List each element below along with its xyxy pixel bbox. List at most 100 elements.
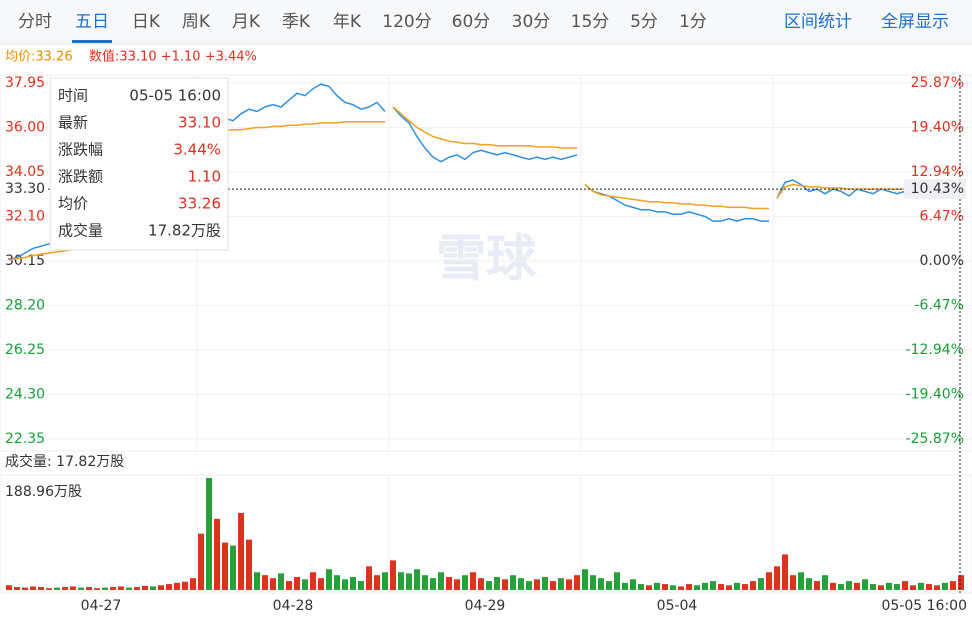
action-link[interactable]: 全屏显示 xyxy=(881,12,949,32)
volume-bar xyxy=(926,584,932,590)
active-tab-underline xyxy=(72,40,112,43)
volume-bar xyxy=(270,578,276,590)
volume-bar xyxy=(694,585,700,590)
tooltip-label: 时间 xyxy=(58,87,88,105)
y-tick-label: 30.15 xyxy=(5,253,45,269)
tab[interactable]: 月K xyxy=(232,12,261,32)
volume-bar xyxy=(862,579,868,590)
volume-bar xyxy=(430,578,436,590)
volume-bar xyxy=(598,578,604,590)
volume-bar xyxy=(190,578,196,590)
crosshair-label-bg xyxy=(0,180,48,199)
volume-bar xyxy=(6,585,12,590)
volume-bar xyxy=(174,582,180,590)
avg-info: 均价:33.26 xyxy=(5,50,73,65)
volume-tick-label: 188.96万股 xyxy=(5,484,82,500)
y-tick-label: 37.95 xyxy=(5,75,45,91)
volume-bar xyxy=(534,579,540,590)
tab[interactable]: 日K xyxy=(132,12,161,32)
volume-bar xyxy=(14,587,20,590)
volume-bar xyxy=(238,512,244,590)
volume-bar xyxy=(806,578,812,590)
volume-bar xyxy=(214,518,220,590)
volume-bar xyxy=(158,585,164,590)
tooltip-value: 17.82万股 xyxy=(148,222,221,240)
y2-tick-label: -25.87% xyxy=(906,431,964,447)
volume-bar xyxy=(646,585,652,590)
volume-bar xyxy=(350,576,356,590)
volume-bar xyxy=(502,579,508,590)
tab[interactable]: 年K xyxy=(333,12,362,32)
tab[interactable]: 30分 xyxy=(512,12,551,32)
y2-tick-label: -19.40% xyxy=(906,386,964,402)
volume-bar xyxy=(286,581,292,590)
volume-bar xyxy=(558,578,564,590)
volume-bar xyxy=(886,582,892,590)
volume-bar xyxy=(718,584,724,590)
volume-bar xyxy=(510,575,516,590)
volume-bar xyxy=(62,587,68,590)
volume-bar xyxy=(246,539,252,590)
volume-bar xyxy=(462,575,468,590)
tab[interactable]: 120分 xyxy=(382,12,431,32)
volume-bar xyxy=(198,533,204,590)
volume-bar xyxy=(334,575,340,590)
value-info: 数值:33.10 +1.10 +3.44% xyxy=(89,49,257,65)
action-link[interactable]: 区间统计 xyxy=(784,12,852,32)
tab[interactable]: 季K xyxy=(282,12,311,32)
volume-bar xyxy=(454,579,460,590)
tooltip-value: 3.44% xyxy=(173,141,221,159)
tab[interactable]: 60分 xyxy=(452,12,491,32)
volume-bar xyxy=(950,581,956,590)
tab[interactable]: 1分 xyxy=(679,12,707,32)
x-tick-label: 04-29 xyxy=(465,598,506,614)
tab[interactable]: 五日 xyxy=(75,12,109,32)
volume-bar xyxy=(526,581,532,590)
tab[interactable]: 分时 xyxy=(18,12,52,32)
volume-bar xyxy=(46,588,52,590)
volume-bar xyxy=(942,582,948,590)
volume-bar xyxy=(422,575,428,590)
volume-bar xyxy=(622,582,628,590)
volume-bar xyxy=(758,578,764,590)
volume-bar xyxy=(686,584,692,590)
volume-bar xyxy=(934,585,940,590)
volume-bar xyxy=(278,573,284,590)
tooltip-label: 最新 xyxy=(58,114,88,132)
volume-bar xyxy=(382,572,388,590)
volume-bar xyxy=(494,576,500,590)
crosshair-price: 33.30 xyxy=(5,181,45,197)
volume-bar xyxy=(566,579,572,590)
y2-tick-label: 6.47% xyxy=(920,208,964,224)
volume-bar xyxy=(662,584,668,590)
tab[interactable]: 5分 xyxy=(630,12,658,32)
price-frame xyxy=(0,74,972,452)
x-tick-label: 05-04 xyxy=(657,598,698,614)
crosshair-time: 05-05 16:00 xyxy=(882,598,967,614)
y-tick-label: 24.30 xyxy=(5,387,45,403)
volume-bar xyxy=(166,584,172,590)
volume-bar xyxy=(390,560,396,590)
volume-bar xyxy=(550,581,556,590)
tooltip-label: 涨跌额 xyxy=(58,168,103,186)
volume-bar xyxy=(782,554,788,590)
volume-bar xyxy=(222,542,228,590)
tooltip-value: 33.26 xyxy=(178,195,221,213)
tooltip-label: 成交量 xyxy=(58,222,103,240)
volume-bar xyxy=(822,575,828,590)
volume-bar xyxy=(790,575,796,590)
tooltip-value: 05-05 16:00 xyxy=(129,87,221,105)
volume-bar xyxy=(150,586,156,590)
volume-bar xyxy=(126,587,132,590)
volume-bar xyxy=(398,572,404,590)
volume-bar xyxy=(342,579,348,590)
volume-bar xyxy=(110,587,116,590)
volume-bar xyxy=(294,576,300,590)
tab[interactable]: 15分 xyxy=(571,12,610,32)
tab[interactable]: 周K xyxy=(182,12,211,32)
volume-bar xyxy=(54,587,60,590)
volume-bar xyxy=(606,581,612,590)
tooltip-box xyxy=(49,77,229,251)
volume-bar xyxy=(750,581,756,590)
